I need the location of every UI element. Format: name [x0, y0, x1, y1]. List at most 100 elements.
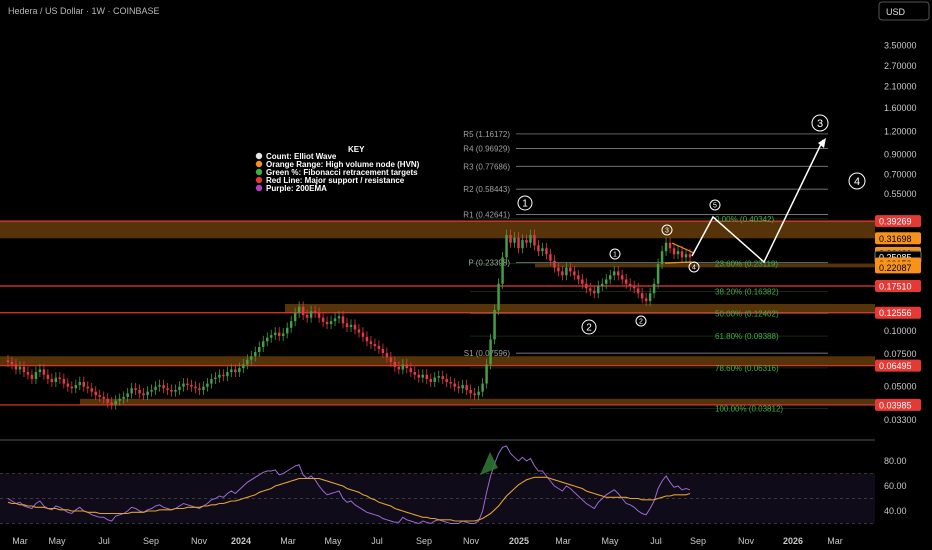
candle-body: [437, 376, 440, 378]
legend-item-label: Red Line: Major support / resistance: [266, 176, 405, 185]
price-axis-tick: 0.90000: [884, 149, 917, 159]
candle-body: [285, 327, 289, 334]
candle-body: [50, 379, 54, 383]
candle-body: [62, 379, 66, 384]
candle-body: [170, 389, 173, 392]
legend-item-label: Count: Elliot Wave: [266, 152, 337, 161]
candle-body: [234, 369, 237, 373]
candle-body: [238, 368, 241, 373]
legend-title: KEY: [348, 145, 365, 154]
time-axis-label: Nov: [191, 536, 208, 546]
candle-body: [166, 388, 169, 390]
candle-body: [214, 377, 217, 380]
hvn-zone: [80, 398, 875, 405]
time-axis-label: Mar: [555, 536, 571, 546]
candle-body: [34, 372, 38, 380]
candle-body: [365, 336, 369, 342]
candle-body: [405, 364, 409, 369]
candle-body: [150, 389, 153, 392]
candle-body: [628, 283, 632, 287]
candle-body: [644, 298, 648, 302]
candle-body: [589, 288, 592, 291]
rsi-axis-tick: 60.00: [884, 481, 907, 491]
price-tag-label: 0.17510: [879, 281, 912, 291]
candle-body: [385, 353, 389, 358]
candle-body: [533, 235, 536, 246]
candle-body: [182, 383, 185, 387]
candle-body: [98, 395, 101, 397]
candle-body: [250, 356, 253, 360]
price-tag: [875, 306, 921, 319]
fib-label: 78.60% (0.06316): [715, 364, 779, 373]
candle-body: [218, 374, 221, 378]
candle-body: [577, 275, 580, 280]
candle-body: [573, 271, 576, 276]
currency-button[interactable]: USD: [878, 1, 930, 21]
candle-body: [186, 383, 189, 386]
time-axis-label: Sep: [143, 536, 159, 546]
wave-count-circle: [517, 195, 533, 211]
wave-count-label: 4: [692, 265, 696, 272]
wave-count-circle: [581, 319, 597, 335]
candle-body: [58, 377, 62, 380]
candle-body: [86, 386, 90, 389]
price-axis-tick: 0.03300: [884, 415, 917, 425]
candle-body: [38, 369, 42, 373]
fib-label: 50.00% (0.12402): [715, 310, 779, 319]
price-tag: [875, 359, 921, 372]
candle-body: [146, 391, 149, 396]
price-tag: [875, 261, 921, 274]
fib-label: 38.20% (0.16382): [715, 287, 779, 296]
candle-body: [317, 313, 321, 318]
candle-body: [409, 368, 413, 373]
wave-count-label: 1: [522, 199, 528, 210]
time-axis-label: Nov: [738, 536, 755, 546]
candle-body: [6, 360, 10, 362]
fib-label: 100.00% (0.03812): [715, 404, 783, 413]
candle-body: [82, 382, 86, 387]
candle-body: [313, 311, 317, 314]
price-axis-tick: 0.70000: [884, 170, 917, 180]
time-axis-label: 2025: [509, 536, 529, 546]
wave-count-label: 4: [854, 176, 860, 188]
candle-body: [30, 374, 34, 380]
candle-body: [102, 396, 105, 399]
hvn-zone: [285, 303, 875, 313]
candle-body: [377, 345, 381, 349]
price-axis-tick: 1.60000: [884, 103, 917, 113]
candle-body: [325, 321, 329, 325]
legend-item-label: Green %: Fibonacci retracement targets: [266, 168, 418, 177]
candle-body: [425, 374, 429, 380]
candle-body: [118, 398, 121, 401]
price-tag: [875, 398, 921, 411]
candle-body: [656, 264, 660, 284]
legend-dot: [255, 168, 263, 176]
price-tag-label: 0.22087: [879, 263, 912, 273]
hvn-zone: [0, 221, 875, 239]
candle-body: [10, 361, 14, 365]
time-axis-label: Mar: [827, 536, 843, 546]
candle-body: [509, 235, 512, 243]
triangle-lower: [664, 261, 693, 264]
candle-body: [648, 293, 652, 302]
fib-label: 23.60% (0.23119): [715, 260, 778, 269]
hvn-zone: [0, 356, 875, 366]
candle-body: [489, 339, 492, 365]
time-axis-label: Jul: [650, 536, 662, 546]
candle-body: [561, 271, 564, 276]
candle-body: [258, 346, 261, 352]
candle-body: [529, 235, 532, 243]
candle-body: [174, 389, 177, 392]
candle-body: [142, 393, 145, 396]
candle-body: [593, 290, 596, 294]
time-axis-label: Sep: [416, 536, 432, 546]
price-axis-tick: 0.07500: [884, 349, 917, 359]
time-axis-label: May: [601, 536, 619, 546]
wave-count-label: 2: [639, 319, 643, 326]
candle-body: [393, 361, 397, 367]
candle-body: [640, 293, 644, 299]
projection-arrowhead: [818, 138, 826, 148]
wave-count-label: 1: [613, 252, 617, 259]
